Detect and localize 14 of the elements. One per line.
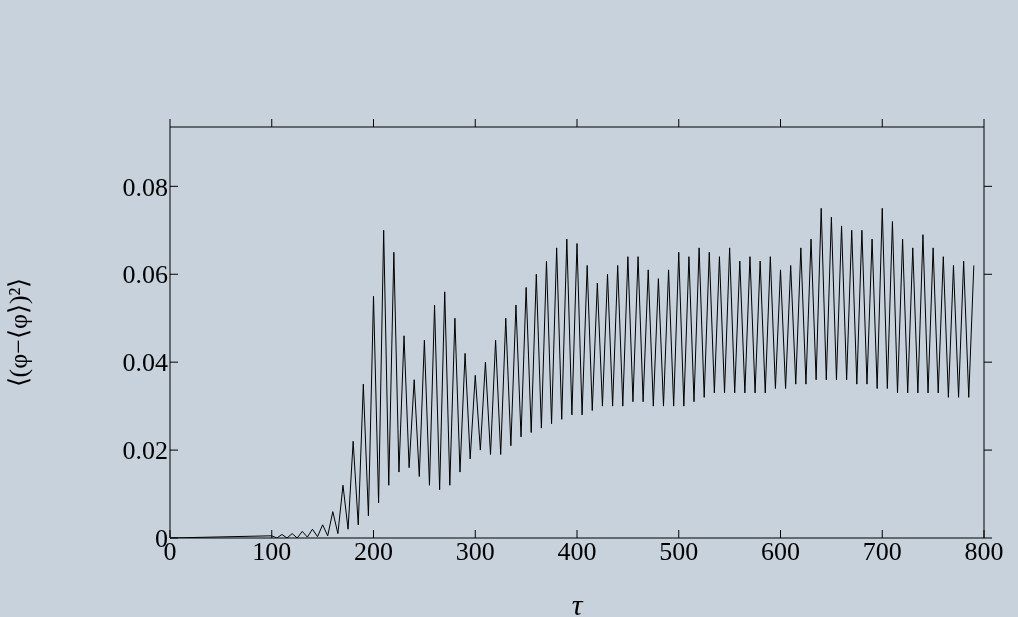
x-tick-label: 700	[862, 537, 902, 567]
y-tick-label: 0.08	[122, 172, 168, 202]
y-tick-label: 0.06	[122, 260, 168, 290]
x-tick-label: 400	[557, 537, 597, 567]
y-tick-label: 0.02	[122, 436, 168, 466]
x-tick-label: 100	[252, 537, 292, 567]
x-tick-label: 800	[964, 537, 1004, 567]
y-axis-title: ⟨(φ−⟨φ⟩)²⟩	[4, 277, 34, 388]
x-tick-label: 600	[761, 537, 800, 567]
x-axis-title: τ	[571, 588, 584, 617]
y-tick-label: 0.04	[122, 348, 168, 378]
x-tick-label: 300	[455, 537, 495, 567]
x-tick-label: 200	[354, 537, 393, 567]
x-tick-label: 500	[659, 537, 699, 567]
